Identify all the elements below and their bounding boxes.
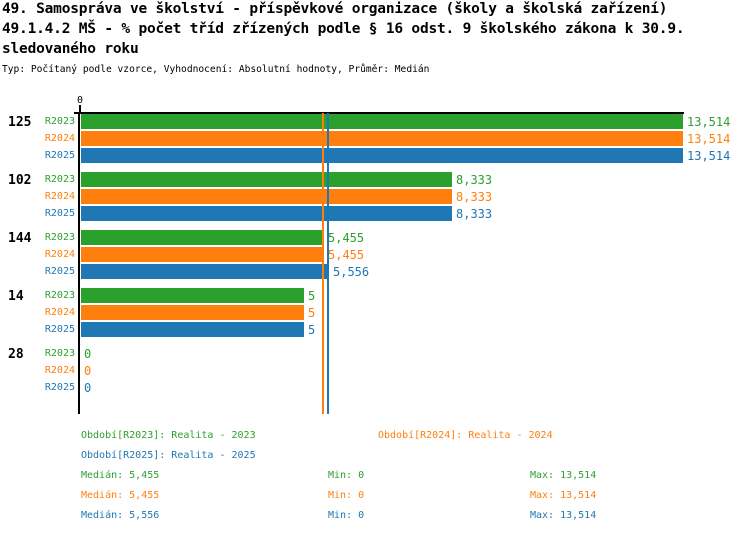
bar-14-R2024 xyxy=(81,305,304,320)
series-label: R2024 xyxy=(44,191,75,202)
series-label: R2025 xyxy=(44,324,75,335)
x-axis-line xyxy=(74,112,684,114)
legend-max-R2025: Max: 13,514 xyxy=(530,510,597,521)
bar-144-R2025 xyxy=(81,264,329,279)
legend-period-R2023: Období[R2023]: Realita - 2023 xyxy=(81,430,256,441)
legend-period-R2025: Období[R2025]: Realita - 2025 xyxy=(81,450,256,461)
category-label: 14 xyxy=(8,289,24,304)
report-meta: Typ: Počítaný podle vzorce, Vyhodnocení:… xyxy=(2,64,430,75)
bar-102-R2024 xyxy=(81,189,452,204)
legend-max-R2024: Max: 13,514 xyxy=(530,490,597,501)
value-label: 0 xyxy=(84,364,92,378)
series-label: R2025 xyxy=(44,208,75,219)
median-line-R2025 xyxy=(327,113,329,414)
series-label: R2023 xyxy=(44,116,75,127)
value-label: 0 xyxy=(84,381,92,395)
bar-144-R2023 xyxy=(81,230,324,245)
legend-median-R2024: Medián: 5,455 xyxy=(81,490,160,501)
legend-period-R2024: Období[R2024]: Realita - 2024 xyxy=(378,430,553,441)
category-label: 102 xyxy=(8,173,32,188)
y-axis-line xyxy=(78,112,80,414)
series-label: R2024 xyxy=(44,365,75,376)
value-label: 5 xyxy=(308,306,316,320)
series-label: R2024 xyxy=(44,249,75,260)
bar-14-R2025 xyxy=(81,322,304,337)
series-label: R2023 xyxy=(44,348,75,359)
bar-102-R2025 xyxy=(81,206,452,221)
report-title-line2: 49.1.4.2 MŠ - % počet tříd zřízených pod… xyxy=(2,21,685,37)
value-label: 8,333 xyxy=(456,207,493,221)
value-label: 8,333 xyxy=(456,173,493,187)
value-label: 0 xyxy=(84,347,92,361)
value-label: 8,333 xyxy=(456,190,493,204)
x-axis-origin-tick xyxy=(79,105,81,114)
series-label: R2025 xyxy=(44,382,75,393)
value-label: 13,514 xyxy=(687,132,731,146)
series-label: R2023 xyxy=(44,290,75,301)
category-label: 144 xyxy=(8,231,32,246)
value-label: 13,514 xyxy=(687,149,731,163)
bar-125-R2025 xyxy=(81,148,683,163)
series-label: R2023 xyxy=(44,232,75,243)
report-title-line1: 49. Samospráva ve školství - příspěvkové… xyxy=(2,1,668,17)
x-axis-origin-label: 0 xyxy=(76,95,84,106)
bar-144-R2024 xyxy=(81,247,324,262)
legend-min-R2025: Min: 0 xyxy=(328,510,365,521)
value-label: 5,455 xyxy=(328,248,365,262)
value-label: 5,556 xyxy=(333,265,370,279)
value-label: 13,514 xyxy=(687,115,731,129)
series-label: R2024 xyxy=(44,133,75,144)
legend-median-R2023: Medián: 5,455 xyxy=(81,470,160,481)
bar-125-R2023 xyxy=(81,114,683,129)
category-label: 125 xyxy=(8,115,32,130)
series-label: R2025 xyxy=(44,150,75,161)
series-label: R2023 xyxy=(44,174,75,185)
legend-min-R2024: Min: 0 xyxy=(328,490,365,501)
bar-125-R2024 xyxy=(81,131,683,146)
report-title-line3: sledovaného roku xyxy=(2,41,139,57)
series-label: R2025 xyxy=(44,266,75,277)
median-line-R2024 xyxy=(322,113,324,414)
legend-max-R2023: Max: 13,514 xyxy=(530,470,597,481)
value-label: 5,455 xyxy=(328,231,365,245)
category-label: 28 xyxy=(8,347,24,362)
bar-14-R2023 xyxy=(81,288,304,303)
legend-min-R2023: Min: 0 xyxy=(328,470,365,481)
series-label: R2024 xyxy=(44,307,75,318)
legend-median-R2025: Medián: 5,556 xyxy=(81,510,160,521)
value-label: 5 xyxy=(308,289,316,303)
value-label: 5 xyxy=(308,323,316,337)
bar-102-R2023 xyxy=(81,172,452,187)
